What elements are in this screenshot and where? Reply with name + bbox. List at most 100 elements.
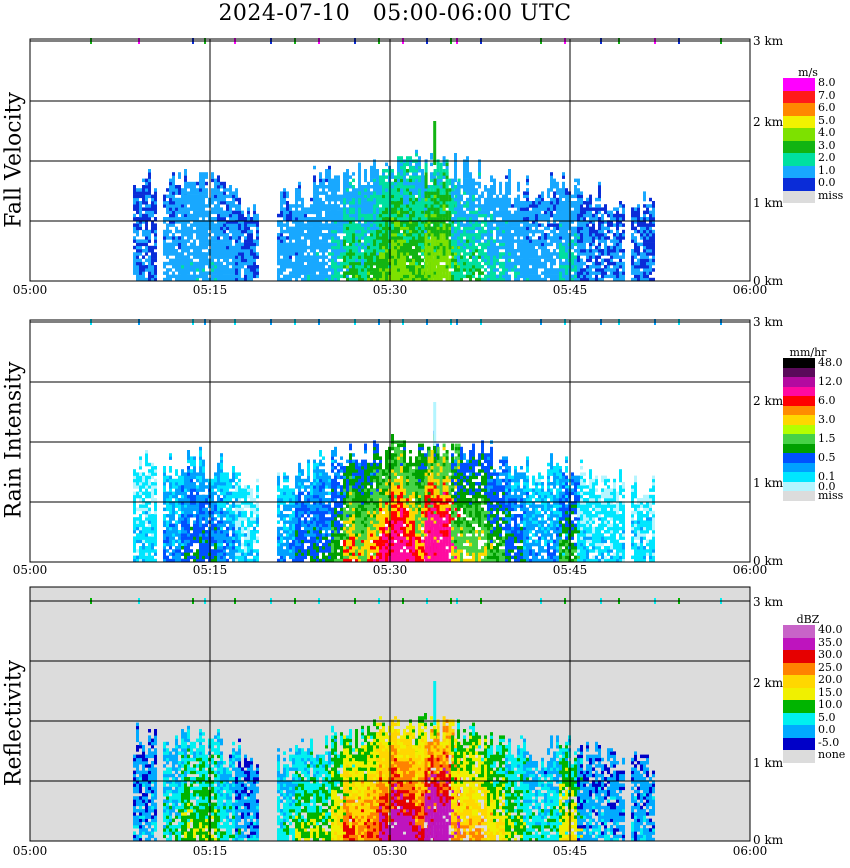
echo-cell <box>544 201 547 205</box>
echo-cell <box>421 191 424 195</box>
echo-cell <box>247 239 250 243</box>
echo-cell <box>136 249 139 253</box>
echo-cell <box>214 194 217 199</box>
echo-cell <box>451 265 454 269</box>
echo-cell <box>412 233 415 237</box>
echo-cell <box>193 268 196 272</box>
echo-cell <box>238 255 241 259</box>
echo-cell <box>352 271 355 275</box>
echo-cell <box>526 197 529 202</box>
echo-cell <box>400 268 403 272</box>
echo-cell <box>283 261 286 266</box>
echo-cell <box>205 242 208 247</box>
echo-cell <box>226 249 229 253</box>
echo-cell <box>454 165 457 170</box>
echo-cell <box>205 239 208 243</box>
echo-cell <box>382 181 385 186</box>
echo-cell <box>526 277 529 282</box>
echo-cell <box>406 172 409 176</box>
echo-cell <box>349 220 352 224</box>
echo-cell <box>196 194 199 199</box>
echo-cell <box>493 239 496 243</box>
echo-cell <box>445 271 449 275</box>
echo-cell <box>334 213 337 218</box>
echo-cell <box>433 201 437 205</box>
echo-cell <box>328 210 331 215</box>
echo-cell <box>523 213 526 218</box>
echo-cell <box>232 268 235 272</box>
echo-cell <box>292 233 295 237</box>
echo-cell <box>352 261 355 266</box>
echo-cell <box>454 191 457 195</box>
echo-cell <box>439 271 443 275</box>
echo-cell <box>403 197 406 202</box>
echo-cell <box>526 210 529 215</box>
echo-cell <box>229 252 232 256</box>
echo-cell <box>355 229 358 234</box>
echo-cell <box>397 233 400 237</box>
echo-cell <box>490 178 493 183</box>
echo-cell <box>448 261 452 266</box>
echo-cell <box>547 188 550 192</box>
echo-cell <box>244 245 247 250</box>
echo-cell <box>421 194 424 199</box>
echo-cell <box>472 265 475 269</box>
echo-cell <box>280 265 283 269</box>
echo-cell <box>163 201 166 205</box>
echo-cell <box>400 271 403 275</box>
echo-cell <box>298 274 301 279</box>
echo-cell <box>523 204 526 208</box>
echo-cell <box>247 258 250 263</box>
echo-cell <box>457 204 460 208</box>
echo-cell <box>379 252 382 256</box>
echo-cell <box>178 239 181 243</box>
echo-cell <box>460 249 463 253</box>
echo-cell <box>493 274 496 279</box>
echo-cell <box>229 213 232 218</box>
echo-cell <box>142 249 145 253</box>
echo-cell <box>298 229 301 234</box>
echo-cell <box>250 271 253 275</box>
echo-cell <box>139 274 142 279</box>
echo-cell <box>229 207 232 211</box>
echo-cell <box>256 265 259 269</box>
echo-cell <box>451 239 454 243</box>
echo-cell <box>463 204 466 208</box>
echo-cell <box>154 207 157 211</box>
echo-cell <box>412 277 415 282</box>
echo-cell <box>451 188 455 192</box>
echo-cell <box>304 210 307 215</box>
echo-cell <box>523 255 526 259</box>
echo-cell <box>364 223 367 227</box>
echo-cell <box>289 274 292 279</box>
echo-cell <box>391 175 394 179</box>
echo-cell <box>412 194 415 199</box>
echo-cell <box>370 252 373 256</box>
echo-cell <box>313 258 316 263</box>
echo-cell <box>508 245 511 250</box>
echo-cell <box>223 217 226 221</box>
echo-cell <box>472 249 475 253</box>
echo-cell <box>439 226 443 231</box>
echo-cell <box>142 220 145 224</box>
echo-cell <box>538 274 541 279</box>
echo-cell <box>292 229 295 234</box>
echo-cell <box>508 191 511 195</box>
echo-cell <box>136 220 139 224</box>
echo-cell <box>298 220 301 224</box>
echo-cell <box>256 236 259 240</box>
echo-cell <box>505 252 508 256</box>
echo-cell <box>337 255 340 259</box>
echo-cell <box>394 252 397 256</box>
echo-cell <box>493 217 496 221</box>
echo-cell <box>550 252 553 256</box>
echo-cell <box>547 191 550 195</box>
echo-cell <box>334 223 337 227</box>
echo-cell <box>181 223 184 227</box>
echo-cell <box>472 229 475 234</box>
echo-cell <box>205 252 208 256</box>
echo-cell <box>196 226 199 231</box>
echo-cell <box>166 194 169 199</box>
echo-cell <box>460 213 463 218</box>
echo-cell <box>355 213 358 218</box>
